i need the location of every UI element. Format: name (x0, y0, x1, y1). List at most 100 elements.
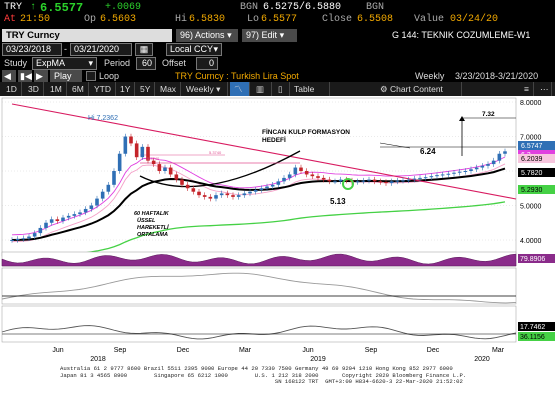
candle-body (202, 195, 207, 197)
periodicity-select[interactable]: Weekly ▾ (182, 82, 228, 96)
candle-body (236, 195, 241, 197)
range-tabbar: 1D 3D 1M 6M YTD 1Y 5Y Max Weekly ▾ 〽 ▥ ▯… (0, 82, 555, 96)
security-title[interactable]: TRY Curncy (2, 29, 172, 42)
candle-body (208, 196, 213, 199)
x-month-label: Sep (365, 347, 378, 354)
candle-body (83, 208, 88, 213)
target-732-annotation: 7.32 (482, 111, 495, 118)
footer-line-2: Japan 81 3 4565 8900 Singapore 65 6212 1… (60, 371, 467, 379)
loop-checkbox[interactable] (86, 71, 96, 81)
chevron-down-icon: ▾ (216, 84, 221, 94)
candle-body (180, 179, 184, 185)
study-select[interactable]: ExpMA ▾ (32, 57, 97, 70)
more-icon[interactable]: ⋯ (536, 82, 552, 96)
date-to-input[interactable]: 03/21/2020 (70, 43, 132, 56)
x-month-label: Dec (177, 347, 190, 354)
chart-area[interactable]: Hi 7.2362 FİNCAN KULP FORMASYON HEDEFİ 6… (0, 96, 555, 400)
play-button[interactable]: Play (50, 70, 82, 83)
tab-5y[interactable]: 5Y (136, 82, 156, 96)
last-price: 6.5577 (40, 1, 84, 15)
date-from-input[interactable]: 03/23/2018 (2, 43, 62, 56)
candle-body (361, 180, 366, 182)
period-input[interactable]: 60 (136, 57, 156, 70)
chart-options-icon[interactable]: ≡ (520, 82, 534, 96)
tab-3d[interactable]: 3D (24, 82, 44, 96)
study-value: ExpMA (36, 58, 66, 68)
step-back-alt-icon[interactable]: ▮◀ (18, 70, 32, 83)
candle-body (106, 184, 111, 192)
tab-1m[interactable]: 1M (46, 82, 67, 96)
loop-label: Loop (99, 71, 120, 81)
chart-content-button[interactable]: ⚙ Chart Content (376, 82, 462, 96)
candle-body (452, 172, 456, 174)
candle-body (10, 240, 14, 241)
indicator-2-series (1, 272, 517, 304)
candle-body (327, 179, 332, 182)
edit-menu-button[interactable]: 97) Edit ▾ (242, 29, 297, 42)
ema-line (11, 167, 506, 241)
candle-body (225, 193, 230, 196)
candle-body (163, 167, 167, 171)
chart-mode-icon[interactable]: ▯ (274, 82, 290, 96)
y-tick-label: 4.0000 (520, 238, 542, 245)
candle-body (310, 174, 315, 177)
candle-body (355, 181, 360, 183)
step-back-icon[interactable]: ◀ (2, 70, 16, 83)
candle-body (389, 181, 394, 184)
chart-template-title: G 144: TEKNIK COZUMLEME-W1 (392, 30, 531, 40)
chart-content-label: Chart Content (389, 84, 443, 94)
price-change: +.0069 (105, 2, 142, 13)
candles (10, 133, 507, 243)
candle-body (372, 179, 377, 182)
tab-1d[interactable]: 1D (2, 82, 22, 96)
bid-ask-label: BGN (240, 2, 259, 13)
ema-tag (518, 168, 555, 177)
candle-chart-icon[interactable]: ▥ (252, 82, 272, 96)
indicator-1-tag (518, 254, 555, 263)
table-button[interactable]: Table (290, 82, 330, 96)
candle-body (140, 146, 145, 158)
currency-value: Local CCY (170, 44, 214, 54)
candle-body (463, 171, 468, 172)
x-year-label: 2018 (90, 356, 106, 363)
close-value: 6.5508 (357, 14, 394, 25)
annotation-pointer (379, 142, 411, 149)
periodicity-label: Weekly (415, 71, 445, 81)
actions-menu-button[interactable]: 96) Actions ▾ (176, 29, 238, 42)
tab-6m[interactable]: 6M (68, 82, 89, 96)
candle-body (282, 177, 286, 182)
candle-body (168, 167, 173, 175)
candle-body (276, 181, 281, 185)
upper-band-line (11, 156, 506, 236)
chevron-down-icon: ▾ (213, 44, 218, 54)
chevron-down-icon: ▾ (227, 30, 232, 40)
y-tick-label: 8.0000 (520, 100, 542, 107)
step-forward-icon[interactable]: ▶ (34, 70, 48, 83)
tab-max[interactable]: Max (156, 82, 182, 96)
line-chart-icon[interactable]: 〽 (230, 82, 250, 96)
currency-select[interactable]: Local CCY ▾ (166, 43, 222, 56)
toolbar-row-1: TRY Curncy 96) Actions ▾ 97) Edit ▾ G 14… (0, 28, 555, 43)
play-label: Play (54, 71, 72, 81)
candle-body (185, 184, 190, 189)
bid-ask-source: BGN (366, 2, 385, 13)
candle-body (49, 219, 54, 223)
range-description: 3/23/2018-3/21/2020 (455, 71, 539, 81)
ema-annotation-1: 60 HAFTALIK (134, 211, 170, 217)
edit-number: 97) (246, 30, 260, 40)
candle-body (174, 174, 179, 180)
x-month-label: Mar (492, 347, 505, 354)
tab-ytd[interactable]: YTD (90, 82, 116, 96)
quote-time: 21:50 (20, 14, 51, 25)
candle-body (446, 173, 451, 175)
tab-1y[interactable]: 1Y (116, 82, 136, 96)
band-mid-tag (518, 154, 555, 163)
calendar-icon[interactable]: ▦ (135, 43, 153, 56)
candle-body (157, 164, 162, 171)
price-chart[interactable]: Hi 7.2362 FİNCAN KULP FORMASYON HEDEFİ 6… (0, 96, 555, 400)
offset-input[interactable]: 0 (196, 57, 218, 70)
candle-body (480, 165, 485, 168)
candle-body (293, 167, 298, 175)
candle-body (367, 179, 371, 181)
y-tick-label: 5.0000 (520, 204, 542, 211)
